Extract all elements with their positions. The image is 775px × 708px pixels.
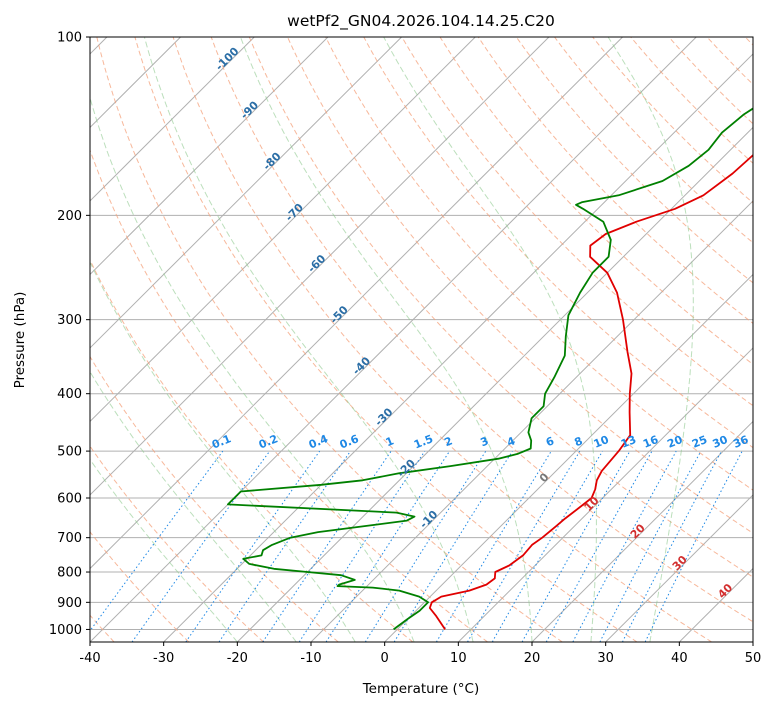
x-tick-label: 50 xyxy=(745,651,762,666)
mixing-ratio-line xyxy=(325,450,451,642)
dry-adiabat-line xyxy=(439,37,753,365)
dry-adiabat-line xyxy=(172,37,712,642)
mixing-ratio-label: 25 xyxy=(690,433,709,451)
y-tick-label: 700 xyxy=(57,531,82,546)
moist-adiabat-line xyxy=(143,37,474,642)
dry-adiabat-line xyxy=(210,37,753,623)
moist-adiabat-line xyxy=(90,96,415,642)
mixing-ratio-label: 16 xyxy=(641,433,660,451)
isotherm-line xyxy=(163,53,753,642)
isotherm-line xyxy=(531,420,753,642)
dry-adiabat-line xyxy=(90,148,488,642)
x-tick-label: 0 xyxy=(381,651,389,666)
mixing-ratio-line xyxy=(521,450,631,642)
moist-adiabat-line xyxy=(90,370,297,642)
dry-adiabat-line xyxy=(325,37,753,491)
x-tick-label: -20 xyxy=(227,651,248,666)
mixing-ratio-line xyxy=(185,450,321,642)
isotherm-line xyxy=(457,347,753,642)
x-tick-label: 10 xyxy=(450,651,467,666)
dry-adiabat-line xyxy=(90,531,190,642)
y-tick-label: 500 xyxy=(57,445,82,460)
y-tick-label: 800 xyxy=(57,566,82,581)
line-label-layer: 0.1 0.2 0.4 0.6 1 1.5 2 3 4 6 8 10 13 16 20 25 30 36-100-… xyxy=(210,44,751,601)
dry-adiabat-line xyxy=(248,37,753,578)
mixing-ratio-line xyxy=(262,450,392,642)
dry-adiabat-line xyxy=(96,37,563,642)
x-tick-label: -30 xyxy=(153,651,174,666)
x-axis-label: Temperature (°C) xyxy=(362,681,480,697)
mixing-ratio-label: 10 xyxy=(592,433,611,451)
y-tick-label: 200 xyxy=(57,209,82,224)
moist-adiabat-line xyxy=(90,458,238,642)
x-tick-label: 20 xyxy=(524,651,541,666)
y-tick-label: 1000 xyxy=(49,623,82,638)
dry-adiabat-line xyxy=(90,258,414,642)
x-tick-label: -40 xyxy=(79,651,100,666)
x-tick-label: 40 xyxy=(671,651,688,666)
temperature-profile-line xyxy=(428,153,753,630)
mixing-ratio-line xyxy=(298,450,426,642)
mixing-ratio-label: 8 xyxy=(573,434,585,449)
isotherm-line xyxy=(90,37,329,276)
y-tick-label: 300 xyxy=(57,313,82,328)
mixing-ratio-line xyxy=(393,450,513,642)
isotherm-line xyxy=(384,273,753,642)
mixing-ratio-label: 3 xyxy=(479,434,491,449)
x-tick-label: -10 xyxy=(300,651,321,666)
dry-adiabat-line xyxy=(90,355,339,642)
moist-adiabat-line xyxy=(90,261,356,642)
isotherm-line xyxy=(752,641,753,642)
mixing-ratio-label: 1 xyxy=(384,434,396,449)
isotherm-line xyxy=(236,126,753,642)
y-axis-label: Pressure (hPa) xyxy=(12,292,28,389)
mixing-ratio-label: 30 xyxy=(711,433,730,451)
data-layer xyxy=(227,107,753,631)
y-tick-label: 600 xyxy=(57,492,82,507)
y-axis: 100 200 300 400 500 600 700 800 900 1000 xyxy=(49,31,90,638)
moist-adiabat-line xyxy=(240,37,533,642)
y-tick-label: 900 xyxy=(57,596,82,611)
dewpoint-profile-line xyxy=(227,107,753,631)
isotherm-line xyxy=(605,494,753,642)
moist-adiabat-line xyxy=(607,37,694,642)
dry-adiabat-line xyxy=(134,37,638,642)
x-axis: -40 -30 -20 -10 0 10 20 30 40 50 xyxy=(79,642,761,666)
mixing-ratio-label: 13 xyxy=(619,433,638,451)
isotherm-line xyxy=(90,37,255,202)
mixing-ratio-line xyxy=(131,450,271,642)
mixing-ratio-line xyxy=(644,450,743,642)
x-tick-label: 30 xyxy=(597,651,614,666)
mixing-ratio-label: 2 xyxy=(442,434,454,449)
mixing-ratio-line xyxy=(90,450,224,632)
mixing-ratio-label: 20 xyxy=(665,433,684,451)
mixing-ratio-label: 36 xyxy=(731,433,750,451)
isotherm-line xyxy=(90,37,550,496)
plot-background xyxy=(90,37,753,642)
dry-adiabat-line xyxy=(90,445,264,642)
mixing-ratio-line xyxy=(572,450,677,642)
mixing-ratio-line xyxy=(218,450,351,642)
isotherm-line xyxy=(90,37,476,423)
isotherm-line xyxy=(90,37,697,642)
plot-frame xyxy=(89,36,754,643)
mixing-ratio-line xyxy=(364,450,487,642)
y-tick-label: 100 xyxy=(57,31,82,46)
chart-title: wetPf2_GN04.2026.104.14.25.C20 xyxy=(287,12,555,31)
y-tick-label: 400 xyxy=(57,387,82,402)
mixing-ratio-line xyxy=(545,450,653,642)
grid-layer xyxy=(90,37,753,642)
isotherm-line xyxy=(90,37,623,570)
isotherm-line xyxy=(90,37,402,349)
dry-adiabat-line xyxy=(401,37,753,407)
dry-adiabat-line xyxy=(515,37,753,284)
